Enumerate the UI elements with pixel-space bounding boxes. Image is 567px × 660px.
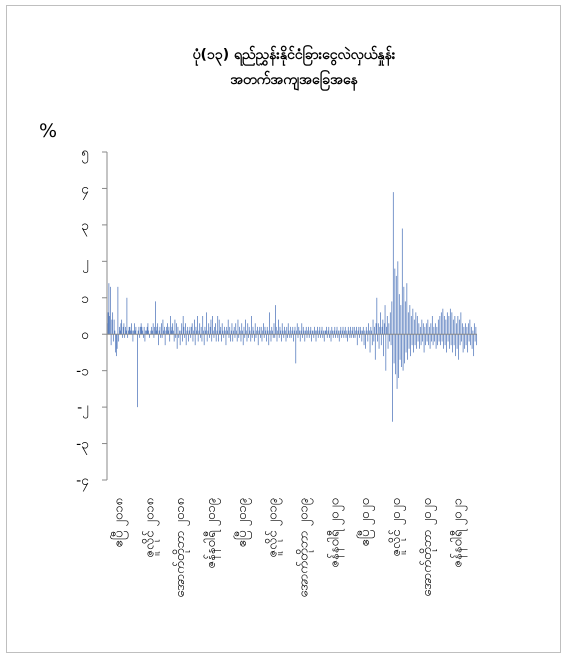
- y-tick-label: ၄: [81, 181, 89, 199]
- y-tick-label: ၃: [81, 218, 89, 236]
- x-tick-label: ဧပြီ ၂၀၁၉: [234, 498, 252, 547]
- y-tick-label: -၃: [76, 437, 89, 455]
- x-tick-label: ဇူလိုင် ၂၀၂၀: [388, 498, 406, 557]
- x-tick-label: ဇူလိုင် ၂၀၁၉: [265, 498, 283, 558]
- x-tick-label: ဧပြီ ၂၀၁၈: [110, 498, 128, 547]
- x-tick-label: အောက်တိုဘာ ၂၀၁၈: [172, 498, 190, 598]
- x-tick-label: ဇန်နဝါရီ ၂၀၁၉: [203, 498, 221, 569]
- y-tick-label: -၂: [77, 400, 89, 418]
- x-tick-label: ဧပြီ ၂၀၂၀: [357, 498, 375, 546]
- x-tick-label: ဇန်နဝါရီ ၂၀၂၀: [326, 498, 344, 568]
- x-tick-label: ဇူလိုင် ၂၀၁၈: [141, 498, 159, 558]
- y-axis-unit-label: %: [39, 120, 57, 142]
- x-tick-label: ဇန်နဝါရီ ၂၀၂၁: [450, 498, 468, 568]
- y-tick-label: ၅: [81, 145, 89, 163]
- chart-frame: ပုံ(၁၃) ရည်ညွှန်းနိုင်ငံခြားငွေလဲလှယ်နှု…: [6, 5, 561, 653]
- y-tick-label: -၁: [76, 364, 89, 380]
- y-tick-label: ၀: [81, 327, 89, 343]
- y-tick-label: ၂: [82, 254, 89, 272]
- chart-title-line-1: ပုံ(၁၃) ရည်ညွှန်းနိုင်ငံခြားငွေလဲလှယ်နှု…: [193, 45, 396, 66]
- y-tick-label: ၁: [81, 291, 89, 307]
- x-tick-label: အောက်တိုဘာ ၂၀၂၀: [419, 498, 437, 597]
- x-axis: ဧပြီ ၂၀၁၈ ဇူလိုင် ၂၀၁၈ အောက်တိုဘာ ၂၀၁၈ ဇန်န…: [107, 333, 477, 598]
- bar-series: [106, 192, 478, 422]
- chart-title-line-2: အတက်အကျအခြေအနေ: [230, 70, 358, 91]
- x-tick-label: အောက်တိုဘာ ၂၀၁၉: [295, 498, 313, 598]
- exchange-rate-chart: ပုံ(၁၃) ရည်ညွှန်းနိုင်ငံခြားငွေလဲလှယ်နှု…: [39, 45, 478, 598]
- y-tick-label: -၄: [76, 473, 89, 491]
